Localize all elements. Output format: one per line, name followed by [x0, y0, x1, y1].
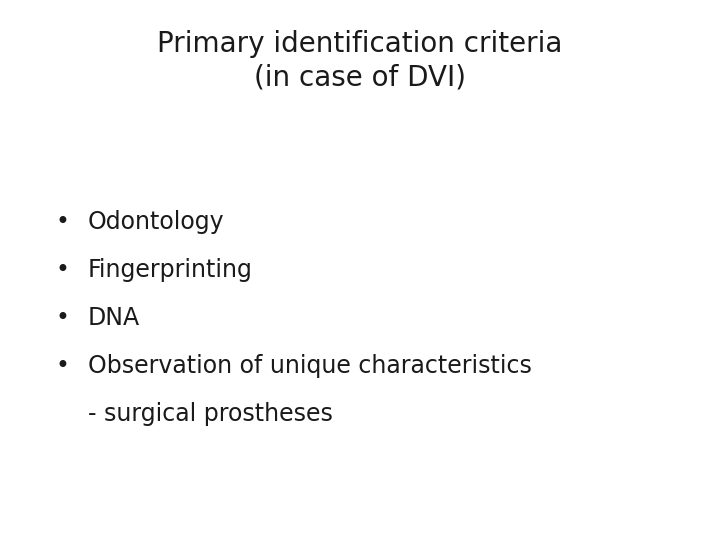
Text: Odontology: Odontology	[88, 210, 225, 234]
Text: •: •	[55, 258, 69, 282]
Text: DNA: DNA	[88, 306, 140, 330]
Text: Fingerprinting: Fingerprinting	[88, 258, 253, 282]
Text: - surgical prostheses: - surgical prostheses	[88, 402, 333, 426]
Text: •: •	[55, 306, 69, 330]
Text: •: •	[55, 354, 69, 378]
Text: Observation of unique characteristics: Observation of unique characteristics	[88, 354, 532, 378]
Text: Primary identification criteria
(in case of DVI): Primary identification criteria (in case…	[157, 30, 563, 91]
Text: •: •	[55, 210, 69, 234]
